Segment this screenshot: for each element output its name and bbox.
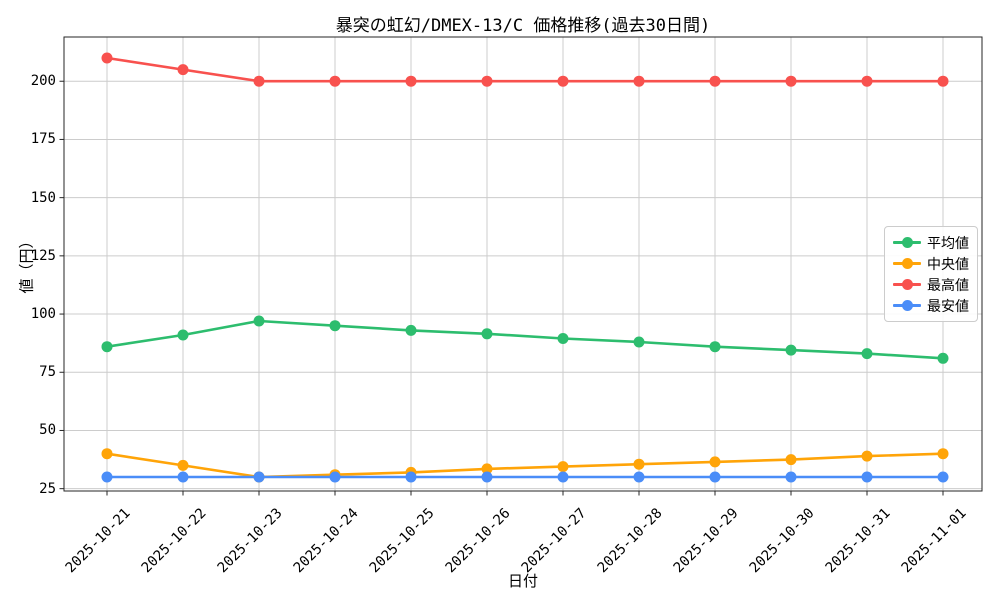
y-tick-label: 25 — [39, 480, 56, 497]
series-point-median — [481, 463, 493, 475]
series-point-lowest — [785, 471, 797, 483]
series-line-average — [106, 319, 944, 360]
legend-dot — [902, 258, 913, 269]
legend: 平均値中央値最高値最安値 — [884, 226, 978, 322]
series-point-median — [633, 458, 645, 470]
y-tick-label: 175 — [30, 131, 56, 148]
chart-title: 暴突の虹幻/DMEX-13/C 価格推移(過去30日間) — [335, 16, 711, 36]
legend-marker-icon — [893, 300, 921, 311]
series-point-lowest — [709, 471, 721, 483]
series-point-average — [253, 315, 265, 327]
series-point-highest — [861, 75, 873, 87]
series-point-median — [861, 450, 873, 462]
series-point-lowest — [177, 471, 189, 483]
legend-item-lowest: 最安値 — [893, 295, 969, 316]
series-point-highest — [177, 64, 189, 76]
series-point-median — [101, 448, 113, 460]
legend-label: 最安値 — [927, 298, 969, 315]
series-point-average — [329, 320, 341, 332]
series-point-average — [709, 341, 721, 353]
legend-item-median: 中央値 — [893, 253, 969, 274]
legend-item-average: 平均値 — [893, 232, 969, 253]
y-tick-label: 75 — [39, 364, 56, 381]
series-point-highest — [405, 75, 417, 87]
series-point-highest — [101, 52, 113, 64]
legend-marker-icon — [893, 279, 921, 290]
y-tick-label: 200 — [30, 73, 56, 90]
y-tick-label: 50 — [39, 422, 56, 439]
series-point-highest — [481, 75, 493, 87]
series-point-lowest — [253, 471, 265, 483]
series-point-average — [861, 348, 873, 360]
y-tick-label: 100 — [30, 306, 56, 323]
series-point-lowest — [329, 471, 341, 483]
series-point-average — [177, 329, 189, 341]
legend-dot — [902, 279, 913, 290]
series-point-median — [709, 456, 721, 468]
axes-spines — [63, 36, 983, 492]
series-point-lowest — [937, 471, 949, 483]
legend-dot — [902, 237, 913, 248]
y-tick-label: 150 — [30, 189, 56, 206]
y-tick-label: 125 — [30, 247, 56, 264]
series-point-lowest — [481, 471, 493, 483]
legend-item-highest: 最高値 — [893, 274, 969, 295]
series-point-lowest — [861, 471, 873, 483]
series-point-lowest — [633, 471, 645, 483]
series-point-average — [633, 336, 645, 348]
series-point-median — [557, 461, 569, 473]
legend-marker-icon — [893, 237, 921, 248]
series-point-average — [937, 352, 949, 364]
legend-label: 最高値 — [927, 277, 969, 294]
legend-dot — [902, 300, 913, 311]
x-axis-label: 日付 — [507, 572, 538, 590]
legend-marker-icon — [893, 258, 921, 269]
series-point-median — [937, 448, 949, 460]
series-point-highest — [709, 75, 721, 87]
series-point-average — [785, 344, 797, 356]
series-point-lowest — [101, 471, 113, 483]
series-point-average — [557, 333, 569, 344]
series-point-lowest — [557, 471, 569, 483]
series-point-highest — [329, 75, 341, 87]
series-line-highest — [106, 56, 943, 83]
series-point-highest — [785, 75, 797, 87]
series-point-average — [405, 324, 417, 336]
series-point-average — [101, 341, 113, 353]
series-line-median — [106, 452, 944, 479]
legend-label: 平均値 — [927, 235, 969, 252]
series-point-highest — [253, 75, 265, 87]
legend-label: 中央値 — [927, 256, 969, 273]
series-point-median — [177, 459, 189, 471]
series-point-highest — [557, 75, 569, 87]
series-point-highest — [633, 75, 645, 87]
series-point-average — [481, 328, 493, 340]
series-point-lowest — [405, 471, 417, 483]
series-point-median — [785, 454, 797, 466]
series-point-highest — [937, 75, 949, 87]
